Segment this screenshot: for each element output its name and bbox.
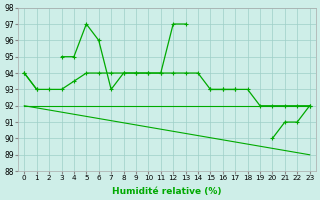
X-axis label: Humidité relative (%): Humidité relative (%)	[112, 187, 222, 196]
